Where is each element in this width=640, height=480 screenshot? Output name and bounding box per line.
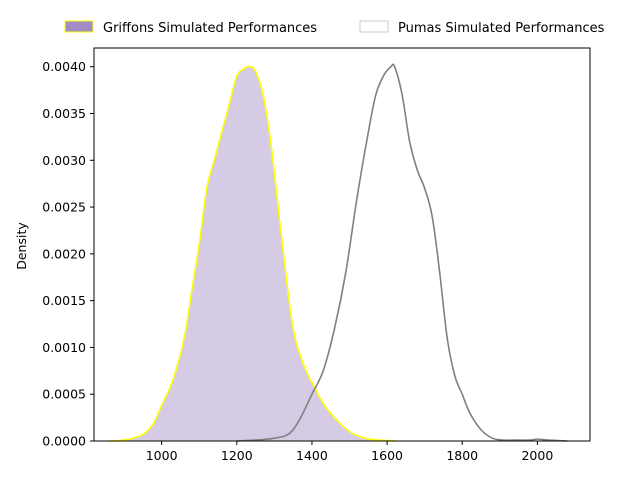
legend-label-pumas: Pumas Simulated Performances xyxy=(398,21,605,36)
axes-frame xyxy=(93,47,591,442)
series-area-0 xyxy=(109,66,395,441)
x-tick-label: 2000 xyxy=(521,448,553,463)
series-line-0 xyxy=(108,65,395,442)
series-line-1 xyxy=(236,63,568,442)
y-tick-label: 0.0020 xyxy=(42,246,86,261)
legend-swatch-pumas xyxy=(359,20,389,33)
legend-label-griffons: Griffons Simulated Performances xyxy=(103,21,317,36)
y-tick-label: 0.0015 xyxy=(42,293,86,308)
x-tick-label: 1000 xyxy=(146,448,178,463)
x-tick-label: 1600 xyxy=(371,448,403,463)
y-tick-label: 0.0010 xyxy=(42,340,86,355)
x-tick-label: 1400 xyxy=(296,448,328,463)
y-axis: 0.0000 0.0005 0.0010 0.0015 0.0020 0.0025 0.00… xyxy=(42,59,94,449)
x-axis: 1000 1200 1400 1600 1800 2000 xyxy=(146,441,553,463)
y-tick-label: 0.0025 xyxy=(42,200,86,215)
y-tick-label: 0.0040 xyxy=(42,59,86,74)
y-tick-label: 0.0005 xyxy=(42,387,86,402)
y-tick-label: 0.0030 xyxy=(42,153,86,168)
x-tick-label: 1800 xyxy=(446,448,478,463)
y-tick-label: 0.0035 xyxy=(42,106,86,121)
x-tick-label: 1200 xyxy=(221,448,253,463)
y-tick-label: 0.0000 xyxy=(42,434,86,449)
y-axis-label: Density xyxy=(14,222,29,270)
plot-area xyxy=(108,63,568,442)
legend-swatch-griffons xyxy=(64,20,94,33)
legend: Griffons Simulated Performances Pumas Si… xyxy=(64,20,605,36)
